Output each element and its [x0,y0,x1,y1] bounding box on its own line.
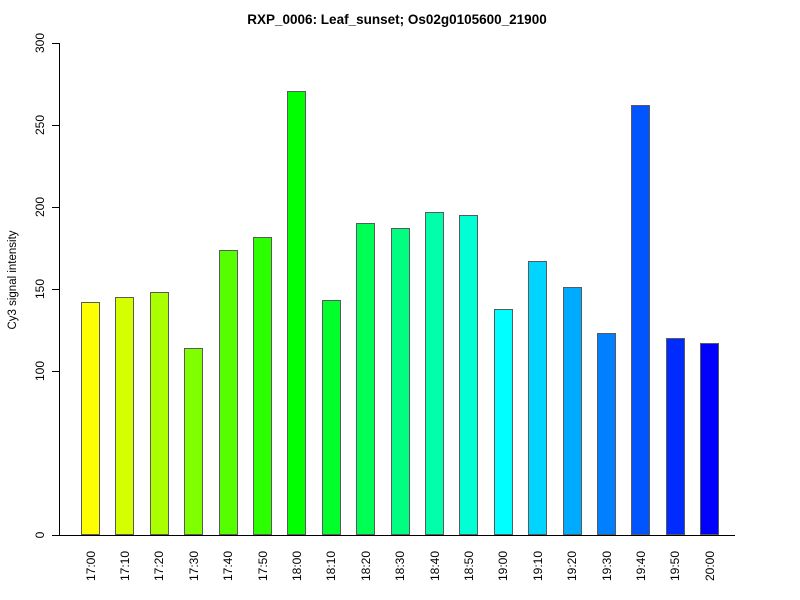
bar-19:00 [493,309,513,535]
y-tick-mark [52,370,59,372]
chart-title: RXP_0006: Leaf_sunset; Os02g0105600_2190… [247,12,547,27]
bar-19:40 [631,105,651,535]
bar-18:10 [321,300,341,535]
bar-18:30 [390,228,410,535]
y-tick-label: 300 [33,32,47,54]
bar-19:20 [562,287,582,535]
y-tick-mark [52,124,59,126]
y-tick-label: 100 [33,360,47,382]
bar-18:20 [356,223,376,535]
bar-17:00 [81,302,100,535]
x-tick-label: 17:30 [186,550,201,582]
bar-17:20 [149,292,169,535]
x-tick-label: 19:50 [668,550,683,582]
x-tick-label: 17:40 [221,550,236,582]
y-axis-line [59,43,61,536]
x-axis-line [52,535,735,537]
bar-18:40 [425,212,444,535]
bar-17:50 [253,237,272,535]
bar-19:50 [665,338,685,535]
bar-17:10 [115,297,135,535]
x-tick-label: 18:40 [427,550,442,582]
bar-17:30 [184,348,204,535]
x-tick-label: 18:50 [461,550,476,582]
y-tick-label: 150 [33,278,47,300]
x-tick-label: 19:40 [633,550,648,582]
bar-17:40 [218,250,238,535]
y-tick-label: 200 [33,196,47,218]
x-tick-label: 20:00 [702,550,717,582]
bar-19:30 [597,333,616,535]
bar-18:50 [459,215,479,535]
y-tick-label: 0 [33,531,47,539]
bar-20:00 [700,343,720,535]
y-tick-mark [52,206,59,208]
x-tick-label: 17:50 [255,550,270,582]
x-tick-label: 18:30 [393,550,408,582]
x-tick-label: 19:10 [530,550,545,582]
bar-18:00 [287,91,307,535]
x-tick-label: 17:20 [152,550,167,582]
y-tick-mark [52,288,59,290]
x-tick-label: 17:10 [117,550,132,582]
y-tick-label: 250 [33,114,47,136]
x-tick-label: 18:10 [324,550,339,582]
x-tick-label: 18:00 [289,550,304,582]
x-tick-label: 18:20 [358,550,373,582]
bar-19:10 [528,261,548,535]
x-tick-label: 17:00 [83,550,98,582]
x-tick-label: 19:00 [496,550,511,582]
y-axis-label: Cy3 signal intensity [7,230,19,330]
x-tick-label: 19:30 [599,550,614,582]
y-tick-mark [52,42,59,44]
y-tick-mark [52,534,59,536]
x-tick-label: 19:20 [565,550,580,582]
